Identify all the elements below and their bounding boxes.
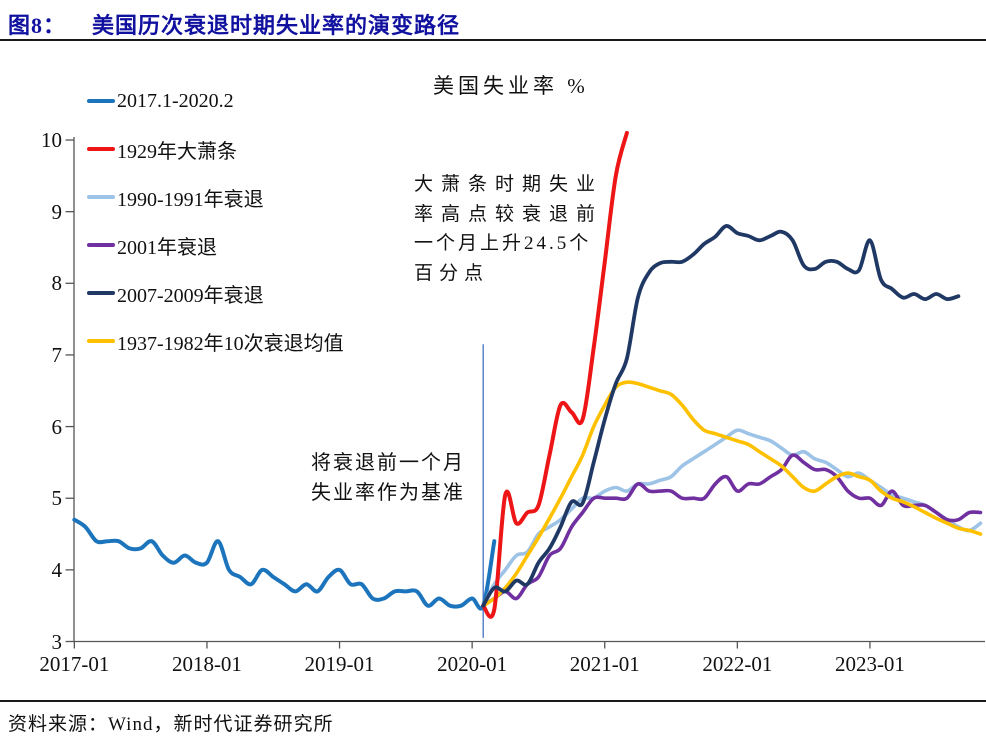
figure-number: 图8： [8,13,67,38]
figure-title: 图8： 美国历次衰退时期失业率的演变路径 [8,8,460,40]
chart-legend: 2017.1-2020.2 1929年大萧条 1990-1991年衰退 2001年衰退… [87,77,387,365]
legend-swatch-icon [87,195,115,199]
annotation-baseline-note: 将衰退前一个月 失业率作为基准 [308,448,468,508]
y-tick-label: 10 [41,128,62,153]
series-line-1990-1991年衰退 [481,428,983,608]
x-tick-label: 2020-01 [437,652,508,676]
legend-label: 1937-1982年10次衰退均值 [117,332,344,355]
series-line-2007-2009年衰退 [481,224,961,608]
series-line-1937-1982年10次衰退均值 [481,380,983,608]
legend-label: 2007-2009年衰退 [117,284,264,307]
y-tick-label: 6 [51,414,63,439]
legend-item-5: 1937-1982年10次衰退均值 [87,317,387,365]
series-line-2001年衰退 [481,453,983,608]
legend-swatch-icon [87,291,115,295]
annotation-line: 大萧条时期失业 [414,174,604,195]
legend-item-4: 2007-2009年衰退 [87,269,387,317]
legend-label: 1929年大萧条 [117,140,237,163]
y-tick-label: 3 [51,629,63,654]
legend-label: 2001年衰退 [117,236,217,259]
annotation-line: 将衰退前一个月 [311,452,465,474]
x-tick-label: 2018-01 [171,652,242,676]
figure-title-text: 美国历次衰退时期失业率的演变路径 [92,13,461,38]
legend-label: 2017.1-2020.2 [117,89,234,112]
x-tick-label: 2022-01 [702,652,773,676]
legend-item-1: 1929年大萧条 [87,125,387,173]
legend-swatch-icon [87,339,115,343]
legend-swatch-icon [87,147,115,151]
chart-title: 美国失业率 % [433,74,589,98]
annotation-depression-note: 大萧条时期失业 率高点较衰退前 一个月上升24.5个 百分点 [414,170,614,288]
annotation-line: 率高点较衰退前 [414,203,604,225]
series-line-2017.1-2020.2 [72,517,497,611]
x-tick-label: 2021-01 [569,652,640,676]
figure-header: 图8： 美国历次衰退时期失业率的演变路径 [0,0,986,41]
annotation-line: 一个月上升24.5个 [414,233,592,254]
y-tick-label: 9 [51,199,63,224]
legend-item-3: 2001年衰退 [87,221,387,269]
legend-item-2: 1990-1991年衰退 [87,173,387,221]
legend-item-0: 2017.1-2020.2 [87,77,387,125]
annotation-line: 百分点 [414,262,490,284]
series-line-1929年大萧条 [481,130,629,619]
legend-swatch-icon [87,243,115,247]
legend-label: 1990-1991年衰退 [117,188,264,211]
annotation-line: 失业率作为基准 [311,482,465,504]
y-tick-label: 4 [51,557,63,582]
x-tick-label: 2023-01 [834,652,905,676]
y-tick-label: 8 [51,271,63,296]
y-tick-label: 7 [51,342,63,367]
legend-swatch-icon [87,99,115,103]
y-tick-label: 5 [51,486,63,511]
x-tick-label: 2017-01 [39,652,110,676]
footer-divider [0,700,986,702]
source-note: 资料来源：Wind，新时代证券研究所 [8,714,334,735]
x-tick-label: 2019-01 [304,652,375,676]
